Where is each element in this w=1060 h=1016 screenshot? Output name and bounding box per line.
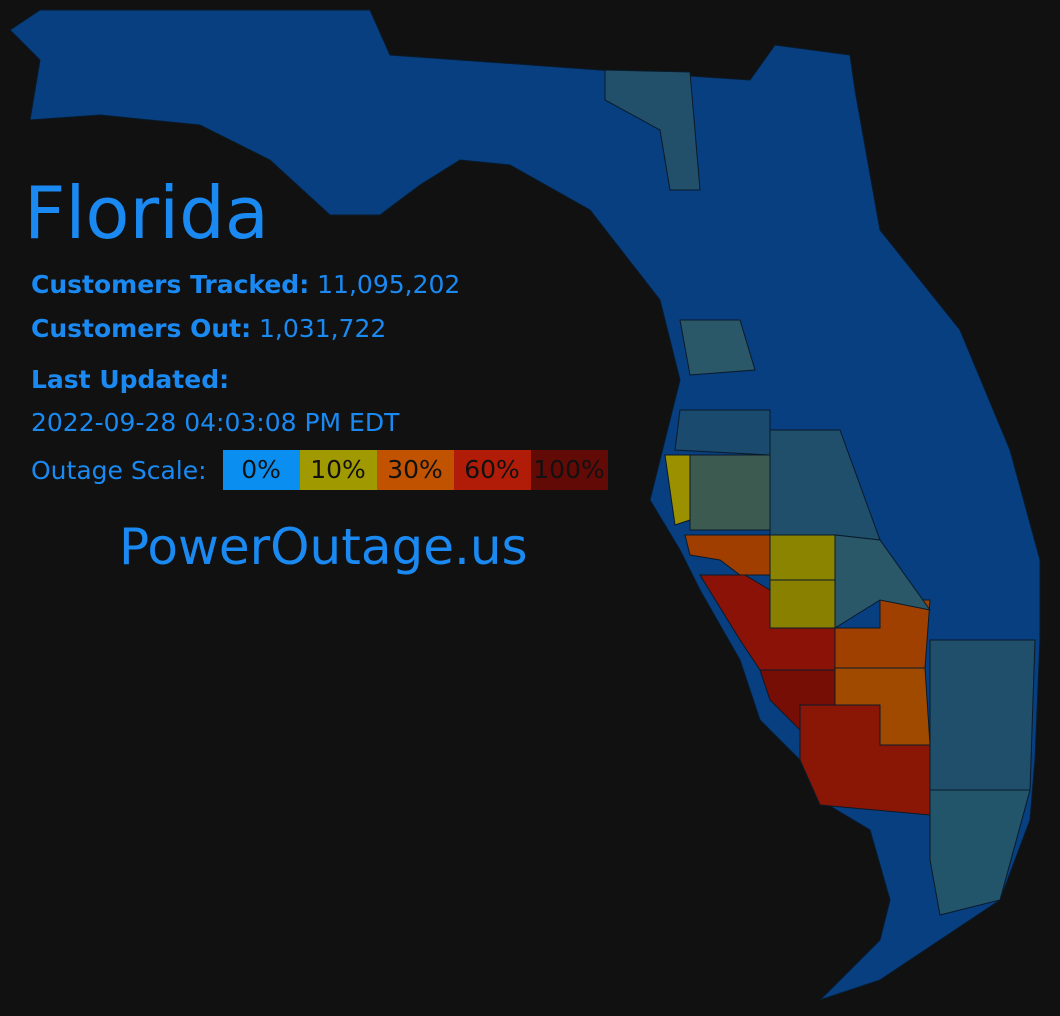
site-name[interactable]: PowerOutage.us [119, 518, 528, 576]
county [604, 69, 701, 191]
state-title: Florida [24, 171, 269, 255]
county [689, 454, 771, 531]
stat: Customers Tracked: 11,095,202 [31, 269, 460, 301]
scale-step: 100% [530, 450, 608, 490]
scale-step: 10% [299, 450, 377, 490]
scale-label: Outage Scale: [31, 455, 207, 485]
county [769, 534, 836, 581]
county [929, 789, 1031, 916]
outage-scale: Outage Scale: 0% 10% 30% 60% 100% [31, 450, 608, 490]
stat-label: Customers Tracked: [31, 270, 310, 299]
county [664, 454, 691, 526]
county [834, 534, 932, 629]
county [799, 704, 931, 816]
stat: Last Updated: [31, 364, 229, 396]
land [9, 9, 1041, 1001]
stat: Customers Out: 1,031,722 [31, 313, 386, 345]
timestamp: 2022-09-28 04:03:08 PM EDT [31, 408, 400, 437]
stat-label: Customers Out: [31, 314, 252, 343]
county [674, 409, 771, 456]
scale-step: 0% [222, 450, 300, 490]
county [929, 639, 1036, 791]
stat-label: Last Updated: [31, 365, 230, 394]
scale-step: 30% [376, 450, 454, 490]
county [769, 579, 836, 629]
stat-value: 11,095,202 [317, 270, 461, 299]
stat-value: 1,031,722 [259, 314, 387, 343]
scale-step: 60% [453, 450, 531, 490]
county [679, 319, 756, 376]
